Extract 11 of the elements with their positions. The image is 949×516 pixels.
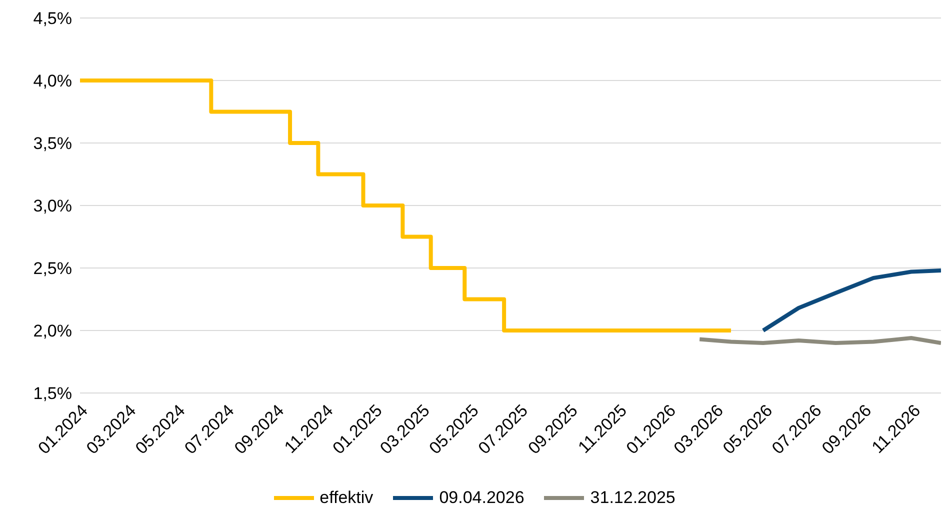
y-tick-label: 1,5% [33, 384, 72, 404]
y-tick-label: 2,0% [33, 322, 72, 341]
legend-label: effektiv [320, 488, 374, 508]
line-series [761, 268, 941, 332]
y-tick-label: 4,5% [33, 9, 72, 28]
y-tick-label: 4,0% [33, 72, 72, 91]
y-tick-label: 3,5% [33, 134, 72, 154]
legend-label: 09.04.2026 [439, 488, 524, 508]
legend-label: 31.12.2025 [590, 488, 676, 508]
y-tick-label: 2,5% [33, 259, 72, 278]
y-tick-label: 3,0% [33, 196, 72, 216]
